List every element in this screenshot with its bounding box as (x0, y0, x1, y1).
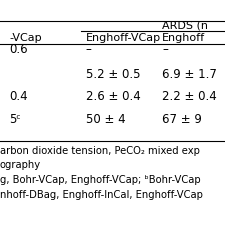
Text: Enghoff-VCap: Enghoff-VCap (86, 33, 161, 43)
Text: 5.2 ± 0.5: 5.2 ± 0.5 (86, 68, 140, 81)
Text: -VCap: -VCap (9, 33, 42, 43)
Text: 2.2 ± 0.4: 2.2 ± 0.4 (162, 90, 217, 103)
Text: 0.4: 0.4 (9, 90, 28, 103)
Text: ography: ography (0, 160, 41, 170)
Text: ARDS (n: ARDS (n (162, 21, 208, 31)
Text: Enghoff: Enghoff (162, 33, 205, 43)
Text: g, Bohr-VCap, Enghoff-VCap; ᵇBohr-VCap: g, Bohr-VCap, Enghoff-VCap; ᵇBohr-VCap (0, 175, 201, 185)
Text: –: – (162, 43, 168, 56)
Text: 5ᶜ: 5ᶜ (9, 113, 21, 126)
Text: arbon dioxide tension, PeCO₂ mixed exp: arbon dioxide tension, PeCO₂ mixed exp (0, 146, 200, 156)
Text: nhoff-DBag, Enghoff-InCal, Enghoff-VCap: nhoff-DBag, Enghoff-InCal, Enghoff-VCap (0, 190, 203, 200)
Text: 67 ± 9: 67 ± 9 (162, 113, 202, 126)
Text: –: – (86, 43, 91, 56)
Text: 0.6: 0.6 (9, 43, 28, 56)
Text: 50 ± 4: 50 ± 4 (86, 113, 125, 126)
Text: 6.9 ± 1.7: 6.9 ± 1.7 (162, 68, 217, 81)
Text: 2.6 ± 0.4: 2.6 ± 0.4 (86, 90, 140, 103)
